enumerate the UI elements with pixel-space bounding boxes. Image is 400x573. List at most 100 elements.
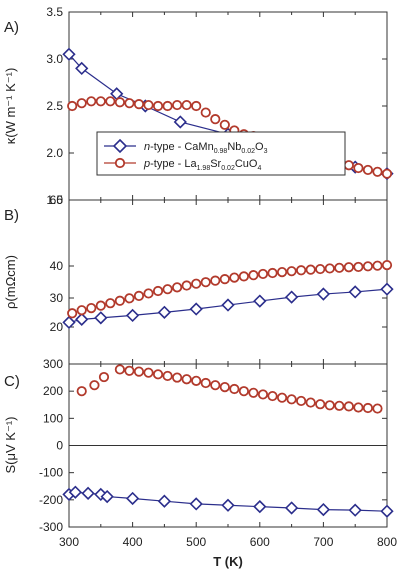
n-type-point: [75, 312, 89, 327]
legend-n-sub3: 3: [264, 148, 268, 155]
y-tick-label: 60: [50, 193, 64, 207]
panel-a-ylabel: κ(W m⁻¹ K⁻¹): [3, 68, 18, 145]
n-type-point: [173, 115, 187, 129]
y-tick-label: -100: [39, 466, 63, 480]
p-type-point: [353, 162, 364, 174]
p-type-point: [89, 380, 100, 391]
legend-p-text: -type - La: [150, 158, 197, 170]
legend-n-mid2: O: [255, 141, 264, 153]
y-tick-label: -200: [39, 493, 63, 507]
p-type-point: [86, 302, 97, 314]
y-tick-label: 3.5: [46, 5, 63, 19]
p-type-point: [67, 308, 78, 319]
p-type-point: [114, 97, 125, 108]
n-type-point: [125, 491, 140, 506]
p-type-point: [191, 375, 202, 386]
panel-c-ylabel: S(μV K⁻¹): [3, 417, 18, 474]
p-type-point: [257, 268, 269, 280]
x-axis: 300 400 500 600 700 800: [59, 535, 397, 549]
p-type-point: [229, 272, 240, 283]
p-type-point: [124, 98, 135, 109]
x-tick-label: 800: [377, 535, 397, 549]
p-type-point: [143, 367, 154, 378]
legend-n-label: n-type - CaMn0.98Nb0.02O3: [144, 141, 268, 155]
x-tick-label: 500: [186, 535, 206, 549]
legend-p-sub1: 1.98: [197, 165, 211, 172]
p-type-point: [162, 284, 173, 295]
n-type-point: [253, 294, 267, 308]
p-type-point: [200, 377, 211, 389]
p-type-point: [114, 364, 125, 375]
n-type-point: [316, 502, 331, 517]
legend-box: [96, 131, 346, 176]
p-type-point: [286, 394, 297, 405]
p-type-point: [286, 266, 297, 277]
legend-p-mid2: CuO: [235, 158, 258, 170]
p-type-point: [296, 265, 307, 276]
p-type-point: [305, 397, 316, 408]
p-type-point: [362, 261, 374, 272]
y-tick-label: 20: [50, 320, 64, 334]
p-type-point: [219, 381, 230, 393]
p-type-point: [315, 399, 326, 410]
p-type-point: [248, 387, 259, 398]
y-tick-label: 300: [43, 357, 63, 371]
p-type-point: [152, 369, 164, 380]
panel-b: B) 20 30 40 60 ρ(mΩcm): [3, 193, 394, 365]
p-type-point: [343, 262, 354, 273]
p-type-point: [191, 278, 202, 289]
p-type-point: [315, 263, 326, 275]
p-type-point: [76, 98, 87, 109]
n-type-point: [68, 485, 82, 499]
p-type-point: [257, 389, 269, 400]
p-type-point: [152, 285, 164, 297]
p-type-point: [276, 392, 288, 403]
p-type-point: [133, 290, 145, 301]
panel-a-plot: 1.5 2.0 2.5 3.0 3.5: [46, 5, 394, 207]
p-type-point: [181, 99, 192, 111]
n-type-point: [81, 486, 95, 500]
p-type-point: [133, 99, 145, 110]
legend-p-sub2: 0.02: [221, 165, 235, 172]
x-tick-label: 300: [59, 535, 79, 549]
legend-n-sub2: 0.02: [241, 148, 255, 155]
legend-n-prefix: n: [144, 141, 150, 153]
p-type-point: [381, 259, 393, 271]
n-type-point: [75, 61, 89, 76]
p-type-point: [124, 365, 135, 376]
p-type-point: [98, 371, 110, 383]
y-tick-label: 100: [43, 411, 63, 425]
legend-n-marker: [112, 138, 128, 154]
n-type-point: [284, 501, 299, 515]
p-type-point: [143, 99, 154, 111]
legend: n-type - CaMn0.98Nb0.02O3 p-type - La1.9…: [96, 131, 346, 176]
p-type-point: [76, 386, 87, 397]
n-type-point: [221, 498, 235, 512]
p-type-point: [181, 374, 192, 385]
n-type-point: [253, 499, 267, 514]
y-tick-label: 30: [50, 291, 64, 305]
p-type-point: [353, 402, 364, 413]
p-type-point: [67, 100, 78, 112]
p-type-point: [238, 271, 249, 282]
p-type-point: [372, 403, 383, 414]
p-type-point: [210, 275, 221, 286]
p-type-point: [324, 400, 335, 411]
panel-a-letter: A): [4, 19, 19, 36]
p-type-point: [210, 114, 221, 125]
n-type-point: [380, 504, 394, 518]
p-type-point: [210, 380, 221, 391]
p-type-point: [362, 164, 374, 176]
p-type-point: [238, 386, 249, 397]
y-tick-label: 200: [43, 384, 63, 398]
p-type-point: [191, 100, 202, 112]
p-type-point: [381, 168, 393, 179]
legend-n-mid1: Nb: [227, 141, 241, 153]
n-type-point: [62, 47, 76, 61]
n-type-point: [189, 497, 203, 511]
p-type-point: [305, 264, 316, 275]
n-type-point: [348, 503, 362, 517]
x-axis-label: T (K): [213, 554, 243, 569]
p-type-point: [343, 401, 354, 412]
